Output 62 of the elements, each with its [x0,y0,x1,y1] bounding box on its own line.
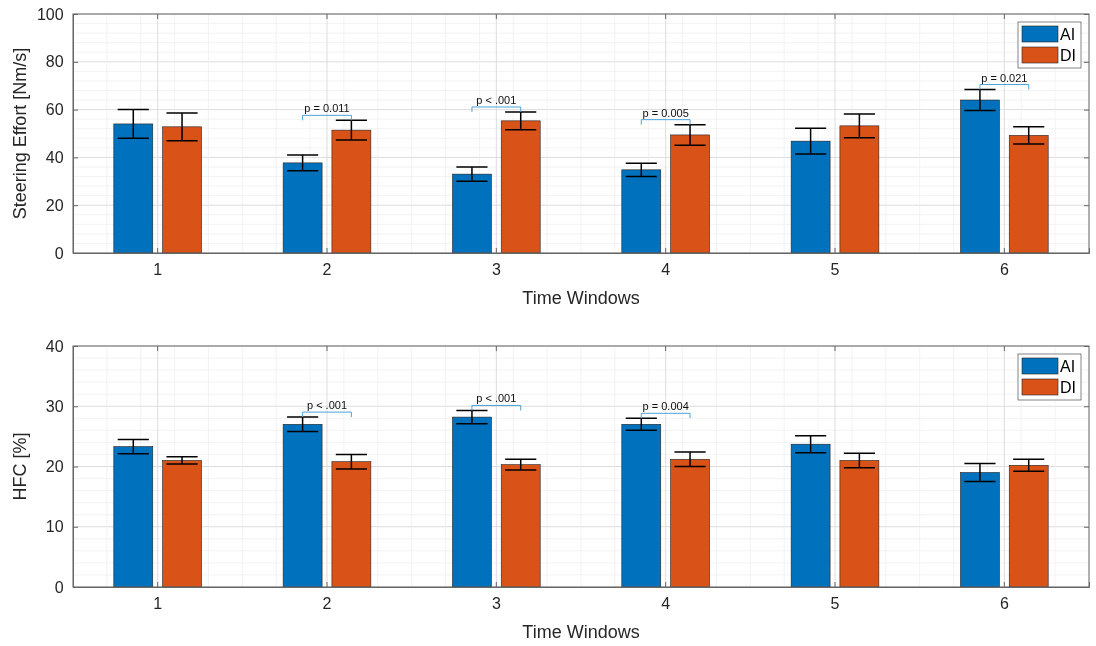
bar [113,446,154,588]
x-tick-label: 3 [491,595,501,613]
bar [839,125,880,254]
y-tick-label: 20 [45,196,64,214]
bar [790,443,831,588]
bar [500,120,541,254]
bar [960,472,1000,588]
x-tick-label: 1 [153,261,163,279]
bar [621,169,662,254]
y-tick-label: 80 [45,53,64,71]
x-tick-label: 5 [830,595,840,613]
bar [162,460,202,588]
bar [1008,135,1049,254]
legend-label: DI [1060,47,1076,64]
x-tick-label: 4 [661,595,671,613]
y-tick-label: 0 [54,578,64,596]
bar [621,424,662,588]
y-axis-title: HFC [%] [10,432,30,501]
x-tick-label: 2 [322,595,332,613]
x-tick-label: 4 [661,261,671,279]
bar [790,140,831,254]
legend-label: DI [1060,379,1076,396]
bar [282,424,323,588]
x-axis-title: Time Windows [522,288,640,308]
x-tick-label: 2 [322,261,332,279]
bar [331,461,372,588]
bar [670,458,710,588]
annotation: p = 0.021 [981,71,1028,84]
y-tick-label: 30 [45,397,64,415]
annotation: p = 0.005 [642,106,689,119]
bar [282,162,323,254]
annotation: p = 0.011 [304,102,350,115]
x-tick-label: 6 [999,261,1009,279]
y-tick-label: 0 [54,244,64,262]
bar [331,129,372,254]
bar [1008,465,1049,588]
annotation: p < .001 [476,93,517,106]
annotation: p < .001 [306,399,348,412]
bar [452,416,492,588]
x-tick-label: 3 [491,261,501,279]
y-tick-label: 60 [45,101,64,119]
y-tick-label: 10 [45,518,64,536]
y-axis-title: Steering Effort [Nm/s] [10,47,30,220]
x-tick-label: 1 [153,595,163,613]
y-tick-label: 20 [45,458,64,476]
y-tick-label: 40 [45,337,64,355]
x-tick-label: 6 [999,595,1009,613]
bar [500,464,541,588]
bar [960,99,1000,254]
x-axis-title: Time Windows [522,622,640,642]
x-tick-label: 5 [830,261,840,279]
legend-label: AI [1060,358,1076,375]
bar [162,126,202,254]
bar [839,460,880,588]
y-tick-label: 100 [36,5,64,23]
legend-label: AI [1060,26,1076,43]
bar [113,123,154,254]
bar [452,173,492,254]
annotation: p < .001 [476,392,517,405]
bar [670,134,710,254]
y-tick-label: 40 [45,149,64,167]
annotation: p = 0.004 [642,400,689,413]
